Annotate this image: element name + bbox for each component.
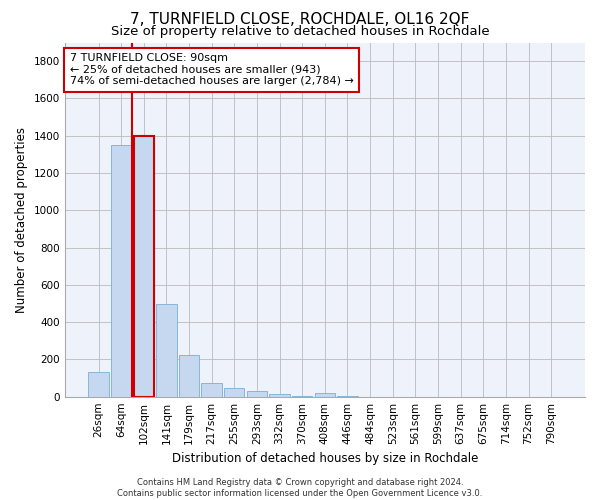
Bar — [111, 145, 131, 397]
Bar — [224, 388, 244, 396]
Y-axis label: Number of detached properties: Number of detached properties — [15, 126, 28, 312]
Bar — [247, 392, 267, 396]
Bar — [179, 354, 199, 397]
Text: Contains HM Land Registry data © Crown copyright and database right 2024.
Contai: Contains HM Land Registry data © Crown c… — [118, 478, 482, 498]
Bar — [202, 382, 222, 396]
Bar — [156, 304, 176, 396]
X-axis label: Distribution of detached houses by size in Rochdale: Distribution of detached houses by size … — [172, 452, 478, 465]
Text: 7, TURNFIELD CLOSE, ROCHDALE, OL16 2QF: 7, TURNFIELD CLOSE, ROCHDALE, OL16 2QF — [130, 12, 470, 28]
Bar — [269, 394, 290, 396]
Bar — [314, 393, 335, 396]
Bar — [88, 372, 109, 396]
Bar — [134, 136, 154, 396]
Text: 7 TURNFIELD CLOSE: 90sqm
← 25% of detached houses are smaller (943)
74% of semi-: 7 TURNFIELD CLOSE: 90sqm ← 25% of detach… — [70, 53, 354, 86]
Text: Size of property relative to detached houses in Rochdale: Size of property relative to detached ho… — [110, 25, 490, 38]
